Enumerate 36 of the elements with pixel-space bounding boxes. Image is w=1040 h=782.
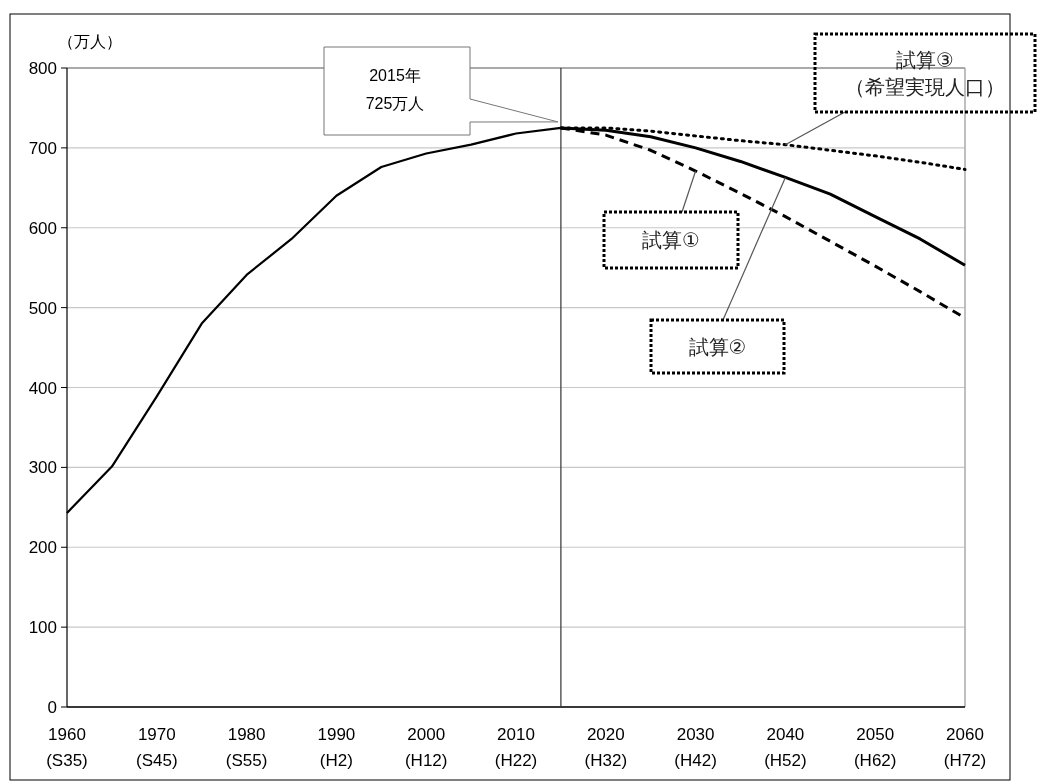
text: (S45) — [136, 751, 178, 770]
y-tick-label: 0 — [47, 698, 57, 717]
x-tick-label: 1960 — [48, 725, 86, 744]
text: (H42) — [674, 751, 717, 770]
text: 試算② — [688, 335, 747, 358]
text: (H22) — [494, 751, 538, 770]
text: (S55) — [225, 751, 268, 770]
text: 試算③ （希望実現人口） — [845, 49, 1005, 98]
x-tick-label: 2030 — [676, 725, 715, 744]
text: (H12) — [404, 751, 448, 770]
annotation: 2015年 725万人 — [365, 67, 425, 112]
text: (H32) — [584, 751, 628, 770]
text: (H72) — [943, 751, 987, 770]
y-tick-label: 500 — [28, 298, 57, 318]
x-tick-label: 1980 — [227, 725, 266, 744]
y-tick-label: 300 — [28, 458, 57, 478]
x-tick-label: 2000 — [407, 725, 446, 744]
x-tick-label: 1990 — [317, 725, 356, 744]
y-tick-label: 800 — [28, 59, 57, 78]
x-tick-label: 2040 — [766, 725, 805, 744]
x-tick-label: 2020 — [586, 725, 625, 744]
y-tick-label: 200 — [28, 538, 57, 558]
y-tick-label: 100 — [28, 618, 57, 638]
y-tick-label: 600 — [28, 218, 57, 238]
x-tick-label: 1970 — [137, 725, 176, 744]
text: (H52) — [764, 751, 807, 770]
text: 試算① — [642, 229, 700, 251]
x-tick-label: 2060 — [946, 725, 984, 744]
y-axis-title: （万人） — [58, 33, 122, 50]
text: (H2) — [319, 751, 353, 770]
x-tick-label: 2010 — [497, 725, 535, 744]
x-tick-label: 2050 — [856, 725, 895, 744]
text: (S35) — [46, 751, 88, 770]
y-tick-label: 400 — [28, 378, 57, 398]
y-tick-label: 700 — [28, 138, 57, 158]
text: (H62) — [853, 751, 897, 770]
